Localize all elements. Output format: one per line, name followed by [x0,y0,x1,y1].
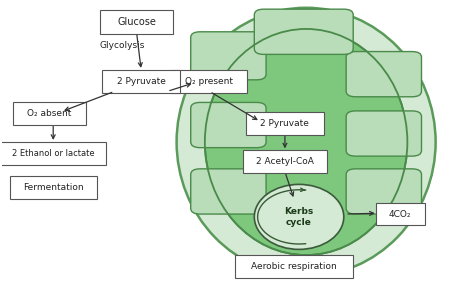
Ellipse shape [205,29,407,255]
Text: 2 Pyruvate: 2 Pyruvate [117,77,166,86]
FancyBboxPatch shape [0,142,106,165]
FancyBboxPatch shape [170,70,247,93]
FancyBboxPatch shape [9,176,97,199]
FancyBboxPatch shape [191,103,266,148]
Text: Fermentation: Fermentation [23,183,83,192]
FancyBboxPatch shape [100,10,173,34]
FancyBboxPatch shape [255,9,353,55]
FancyBboxPatch shape [346,111,421,156]
Text: Aerobic respiration: Aerobic respiration [252,262,337,271]
Text: 4CO₂: 4CO₂ [389,210,411,219]
FancyBboxPatch shape [102,70,180,93]
FancyBboxPatch shape [236,255,353,278]
Text: Glycolysis: Glycolysis [100,41,145,51]
Text: 2 Acetyl-CoA: 2 Acetyl-CoA [256,157,314,166]
FancyBboxPatch shape [191,169,266,214]
Text: Kerbs
cycle: Kerbs cycle [284,207,314,227]
Ellipse shape [255,184,344,249]
FancyBboxPatch shape [346,52,421,97]
FancyBboxPatch shape [191,32,266,80]
Text: 2 Ethanol or lactate: 2 Ethanol or lactate [12,149,94,158]
FancyBboxPatch shape [346,169,421,214]
Ellipse shape [177,8,436,276]
Text: O₂ present: O₂ present [184,77,233,86]
FancyBboxPatch shape [13,103,86,125]
FancyBboxPatch shape [243,151,328,173]
FancyBboxPatch shape [375,203,425,225]
Text: Glucose: Glucose [117,17,156,27]
Text: 2 Pyruvate: 2 Pyruvate [261,119,310,128]
FancyBboxPatch shape [246,112,324,135]
Text: O₂ absent: O₂ absent [27,109,72,118]
